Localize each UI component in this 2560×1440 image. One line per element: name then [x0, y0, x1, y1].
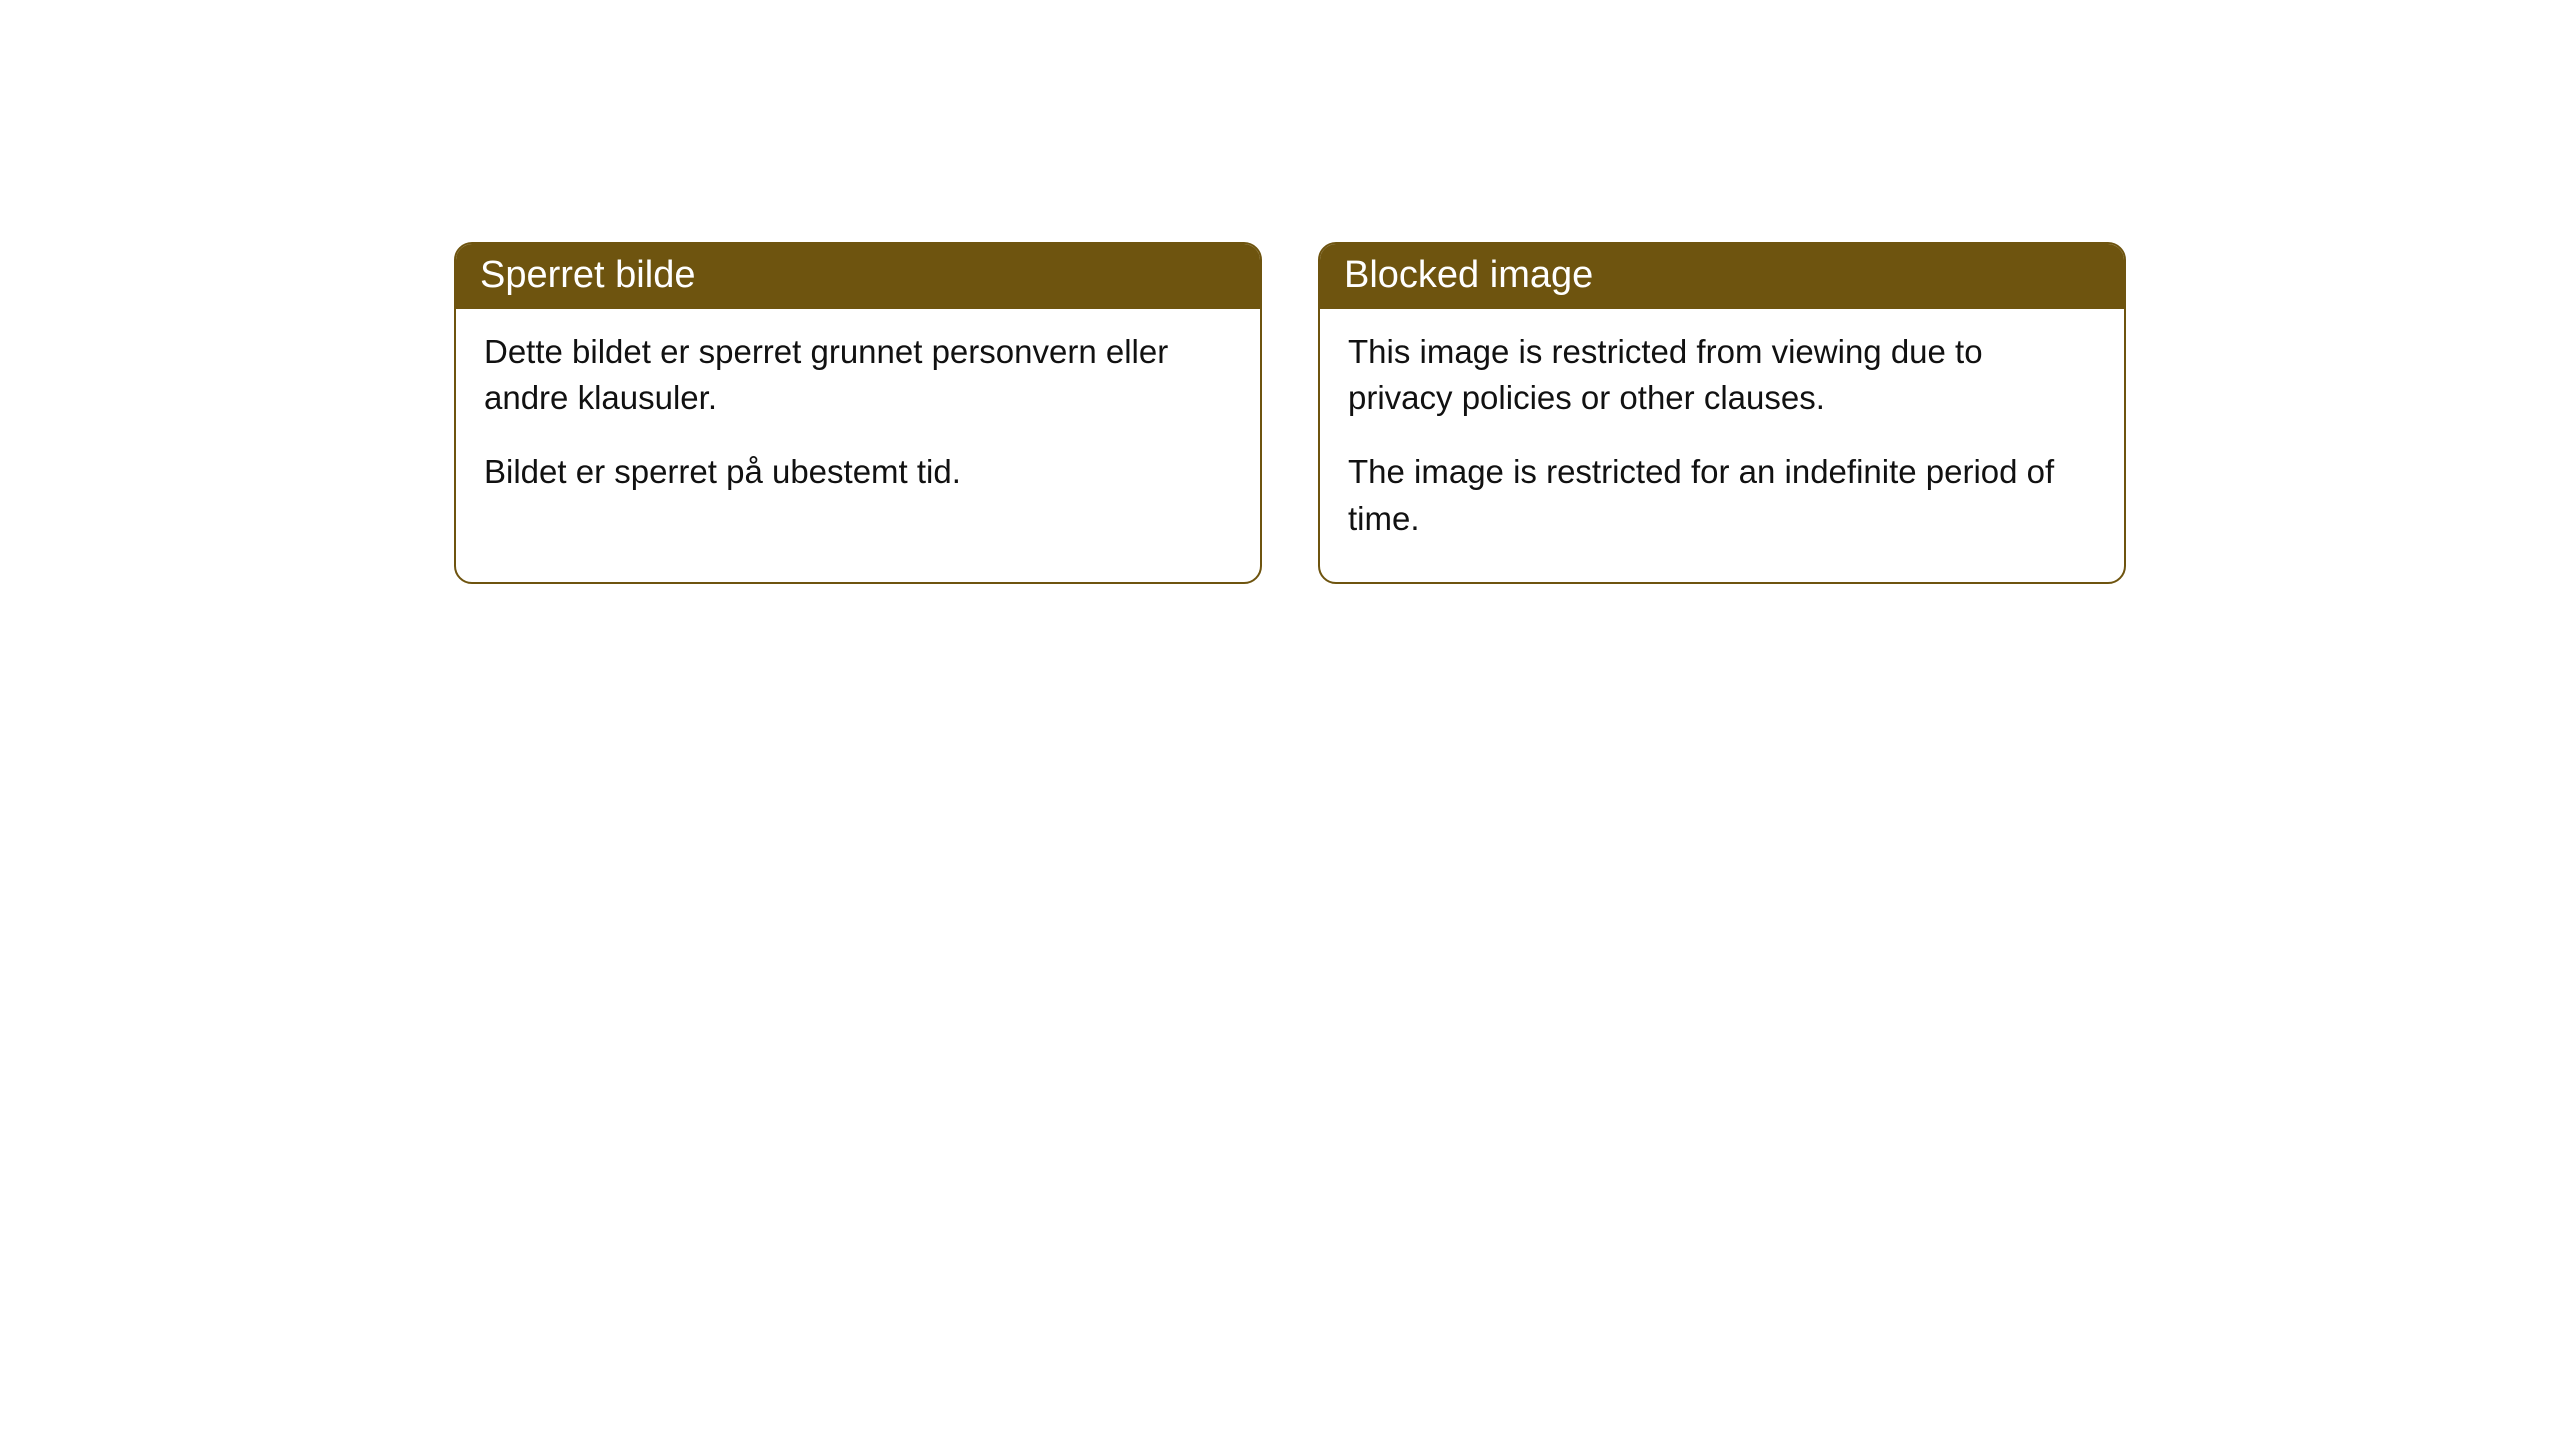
notice-paragraph: This image is restricted from viewing du…: [1348, 329, 2096, 421]
notice-body-english: This image is restricted from viewing du…: [1320, 309, 2124, 582]
notice-paragraph: The image is restricted for an indefinit…: [1348, 449, 2096, 541]
notice-title: Sperret bilde: [480, 254, 695, 296]
notice-container: Sperret bilde Dette bildet er sperret gr…: [454, 242, 2126, 584]
notice-header-norwegian: Sperret bilde: [456, 244, 1260, 309]
notice-card-english: Blocked image This image is restricted f…: [1318, 242, 2126, 584]
notice-paragraph: Dette bildet er sperret grunnet personve…: [484, 329, 1232, 421]
notice-header-english: Blocked image: [1320, 244, 2124, 309]
notice-paragraph: Bildet er sperret på ubestemt tid.: [484, 449, 1232, 495]
notice-card-norwegian: Sperret bilde Dette bildet er sperret gr…: [454, 242, 1262, 584]
notice-body-norwegian: Dette bildet er sperret grunnet personve…: [456, 309, 1260, 536]
notice-title: Blocked image: [1344, 254, 1593, 296]
